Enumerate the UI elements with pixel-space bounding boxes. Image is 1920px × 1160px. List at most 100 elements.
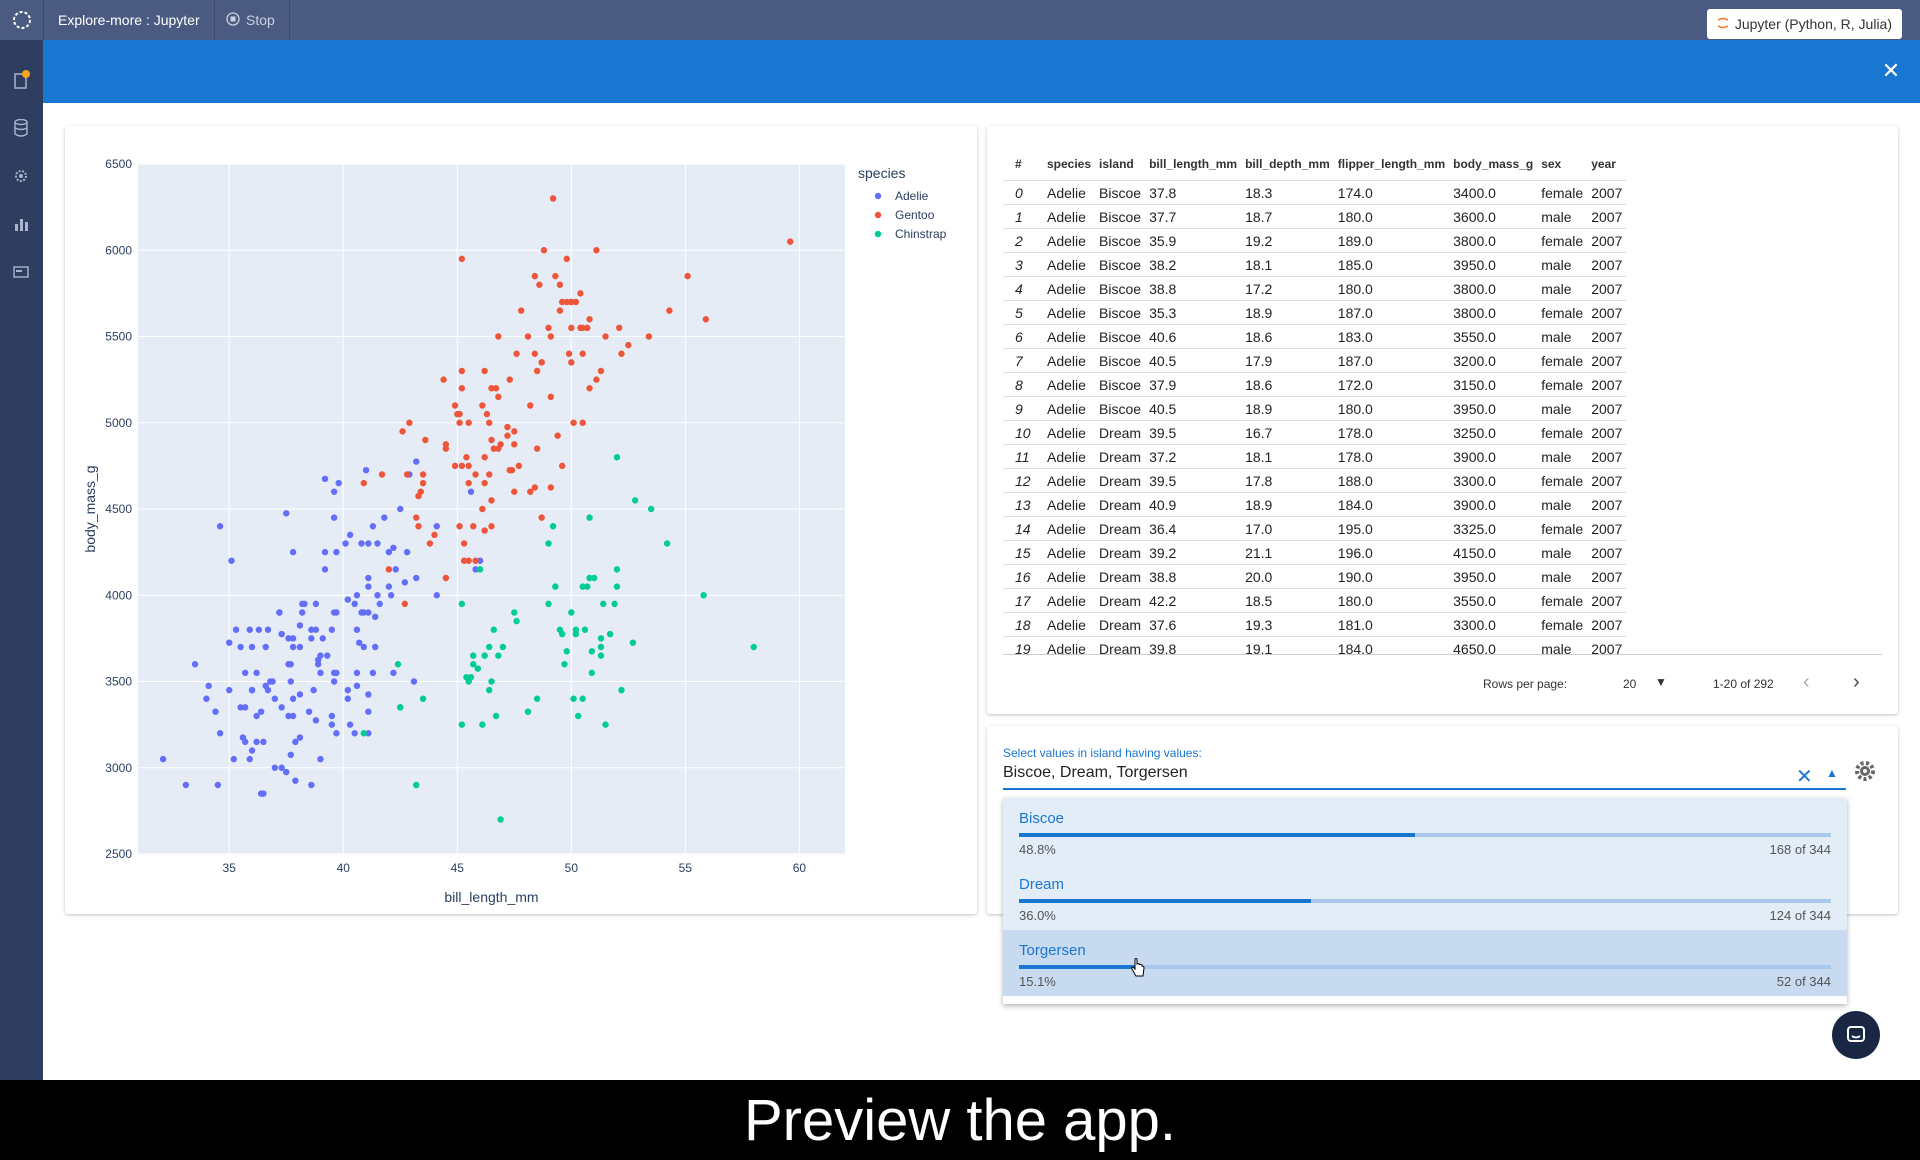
data-point bbox=[257, 708, 265, 715]
table-cell: 196.0 bbox=[1333, 540, 1450, 565]
table-cell: Adelie bbox=[1043, 204, 1096, 229]
previous-page-icon[interactable]: ‹ bbox=[1803, 671, 1810, 693]
table-cell: Biscoe bbox=[1095, 204, 1146, 229]
y-tick-label: 5500 bbox=[105, 330, 132, 344]
data-point bbox=[308, 781, 315, 789]
data-point bbox=[495, 445, 502, 452]
data-point bbox=[470, 661, 477, 668]
data-point bbox=[597, 643, 605, 651]
table-cell: 3400.0 bbox=[1449, 180, 1538, 205]
data-point bbox=[568, 324, 575, 332]
option-dream[interactable]: Dream 36.0% 124 of 344 bbox=[1003, 864, 1847, 930]
table-cell: 2007 bbox=[1587, 444, 1627, 469]
table-cell: 37.9 bbox=[1145, 372, 1242, 397]
notebook-icon[interactable] bbox=[11, 70, 31, 90]
close-icon[interactable]: ✕ bbox=[1881, 58, 1901, 83]
data-point bbox=[312, 626, 320, 633]
data-point bbox=[413, 514, 420, 521]
y-tick-label: 2500 bbox=[105, 847, 132, 861]
clear-icon[interactable]: ✕ bbox=[1796, 766, 1813, 788]
table-cell: 3550.0 bbox=[1449, 588, 1538, 613]
data-point bbox=[460, 557, 468, 564]
data-point bbox=[399, 428, 406, 435]
settings-icon[interactable] bbox=[11, 166, 31, 186]
data-point bbox=[212, 708, 219, 715]
left-sidebar bbox=[0, 40, 43, 1080]
stop-label: Stop bbox=[246, 12, 275, 28]
data-point bbox=[248, 747, 256, 754]
table-row: 13 Adelie Dream 40.9 18.9 184.0 3900.0 male 2007 bbox=[1003, 492, 1627, 517]
table-cell: 2007 bbox=[1587, 564, 1627, 589]
data-point bbox=[506, 376, 513, 383]
data-point bbox=[330, 514, 338, 521]
table-cell: Adelie bbox=[1043, 252, 1096, 277]
data-point bbox=[260, 738, 267, 746]
table-cell: 3300.0 bbox=[1449, 468, 1538, 493]
table-cell: 19.2 bbox=[1241, 228, 1334, 253]
scatter-chart[interactable]: 35 40 45 50 55 60 2500 3000 3500 4000 4500 5000 5500… bbox=[65, 126, 977, 914]
island-options-dropdown: Biscoe 48.8% 168 of 344 Dream 36.0% 124 … bbox=[1003, 798, 1847, 1004]
data-point bbox=[253, 669, 260, 677]
data-point bbox=[360, 643, 367, 651]
table-cell: 3300.0 bbox=[1449, 612, 1538, 637]
data-point bbox=[401, 579, 409, 586]
table-pagination: Rows per page: 20 ▼ 1-20 of 292 ‹ › bbox=[1003, 654, 1882, 711]
table-cell: 174.0 bbox=[1333, 180, 1450, 205]
table-cell: Adelie bbox=[1043, 564, 1096, 589]
card-icon[interactable] bbox=[11, 262, 31, 282]
stop-button[interactable]: Stop bbox=[212, 0, 290, 40]
kernel-selector[interactable]: Jupyter (Python, R, Julia) bbox=[1706, 9, 1902, 39]
table-cell: Biscoe bbox=[1095, 252, 1146, 277]
table-cell: Adelie bbox=[1043, 372, 1096, 397]
data-point bbox=[559, 298, 566, 306]
data-point bbox=[472, 471, 479, 478]
data-point bbox=[486, 419, 493, 426]
table-cell: 185.0 bbox=[1333, 252, 1450, 277]
data-point bbox=[511, 609, 518, 616]
next-page-icon[interactable]: › bbox=[1853, 671, 1860, 693]
data-point bbox=[545, 600, 552, 608]
app-logo-icon[interactable] bbox=[0, 0, 43, 40]
island-filter-input[interactable]: Biscoe, Dream, Torgersen bbox=[1003, 764, 1846, 790]
option-biscoe[interactable]: Biscoe 48.8% 168 of 344 bbox=[1003, 798, 1847, 864]
gear-icon[interactable] bbox=[1853, 759, 1877, 783]
data-point bbox=[479, 721, 486, 728]
table-row: 1 Adelie Biscoe 37.7 18.7 180.0 3600.0 male 2007 bbox=[1003, 204, 1627, 229]
data-point bbox=[470, 523, 477, 530]
data-point bbox=[490, 626, 497, 633]
data-point bbox=[663, 540, 671, 547]
table-cell: male bbox=[1537, 396, 1588, 421]
data-point bbox=[611, 600, 618, 608]
database-icon[interactable] bbox=[11, 118, 31, 138]
caret-down-icon[interactable]: ▼ bbox=[1655, 675, 1667, 689]
stop-icon bbox=[226, 11, 240, 29]
data-point bbox=[285, 635, 292, 642]
data-point bbox=[559, 630, 566, 638]
chat-icon[interactable] bbox=[1832, 1011, 1880, 1059]
data-point bbox=[458, 255, 466, 263]
data-point bbox=[387, 592, 395, 599]
table-cell: 2007 bbox=[1587, 228, 1627, 253]
data-point bbox=[283, 510, 290, 517]
data-point bbox=[226, 639, 233, 646]
data-point bbox=[410, 678, 418, 685]
rows-per-page-select[interactable]: 20 bbox=[1623, 677, 1637, 691]
option-torgersen[interactable]: Torgersen 15.1% 52 of 344 bbox=[1003, 930, 1847, 996]
data-point bbox=[289, 712, 297, 720]
app-title: Explore-more : Jupyter bbox=[43, 0, 215, 40]
option-count: 52 of 344 bbox=[1776, 974, 1831, 989]
data-point bbox=[360, 730, 367, 737]
data-point bbox=[308, 626, 315, 633]
data-point bbox=[278, 764, 285, 771]
chart-icon[interactable] bbox=[11, 214, 31, 234]
data-point bbox=[353, 626, 361, 633]
table-cell: 42.2 bbox=[1145, 588, 1242, 613]
table-cell: 172.0 bbox=[1333, 372, 1450, 397]
data-point bbox=[511, 428, 518, 435]
data-point bbox=[385, 566, 393, 573]
data-point bbox=[586, 574, 593, 582]
data-point bbox=[374, 592, 381, 599]
table-cell: 18.6 bbox=[1241, 372, 1334, 397]
data-point bbox=[527, 402, 534, 409]
caret-up-icon[interactable]: ▲ bbox=[1826, 766, 1838, 780]
